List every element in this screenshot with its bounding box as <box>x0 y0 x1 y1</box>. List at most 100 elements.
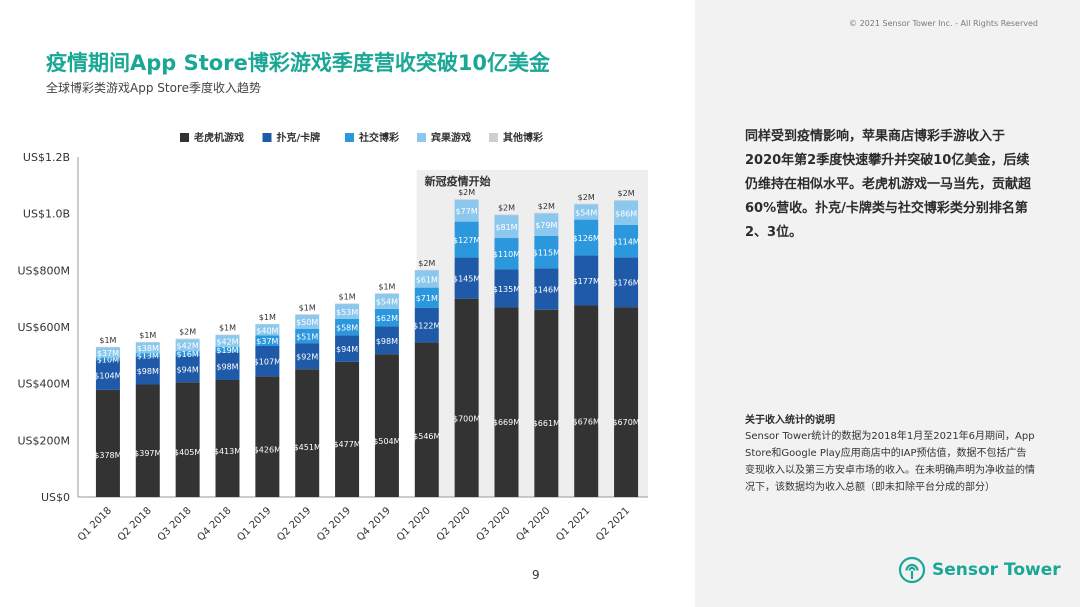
bar-segment <box>494 215 519 239</box>
bar-segment <box>135 342 160 343</box>
data-label: $104M <box>94 372 121 381</box>
data-label: $2M <box>458 188 475 197</box>
data-label: $115M <box>533 249 560 258</box>
bar-segment <box>335 335 360 362</box>
bar-segment <box>135 356 160 385</box>
y-tick-label: US$800M <box>17 264 70 277</box>
x-tick-label: Q4 2020 <box>514 505 552 543</box>
x-tick-label: Q3 2019 <box>315 505 353 543</box>
data-label: $71M <box>416 294 438 303</box>
data-label: $2M <box>418 259 435 268</box>
bar-segment <box>614 225 639 258</box>
data-label: $50M <box>296 318 318 327</box>
bar-segment <box>295 328 320 344</box>
legend-label: 其他博彩 <box>503 131 543 144</box>
bar-segment <box>255 324 280 336</box>
bar-segment <box>374 293 399 294</box>
legend-swatch <box>180 133 189 142</box>
bar-segment <box>175 339 200 352</box>
data-label: $61M <box>416 275 438 284</box>
x-tick-label: Q4 2019 <box>355 505 393 543</box>
bar-segment <box>574 305 599 497</box>
bar-segment <box>494 238 519 270</box>
right-panel <box>695 0 1080 607</box>
bar-segment <box>374 308 399 327</box>
bar-segment <box>255 323 280 325</box>
data-label: $98M <box>137 367 159 376</box>
y-tick-label: US$600M <box>17 321 70 334</box>
data-label: $62M <box>376 314 398 323</box>
data-label: $2M <box>618 189 635 198</box>
data-label: $10M <box>97 356 119 365</box>
x-tick-label: Q3 2018 <box>156 505 194 543</box>
bar-segment <box>494 307 519 497</box>
y-tick-label: US$400M <box>17 378 70 391</box>
legend-label: 宾果游戏 <box>431 131 471 144</box>
bar-segment <box>215 334 240 347</box>
y-tick-label: US$0 <box>41 491 70 504</box>
legend-swatch <box>417 133 426 142</box>
data-label: $77M <box>456 207 478 216</box>
bar-segment <box>574 219 599 256</box>
bar-segment <box>95 389 120 497</box>
bar-segment <box>374 354 399 497</box>
bar-segment <box>614 200 639 201</box>
bar-segment <box>295 369 320 497</box>
bar-segment <box>454 298 479 497</box>
x-tick-label: Q3 2020 <box>475 505 513 543</box>
insight-text: 同样受到疫情影响，苹果商店博彩手游收入于2020年第2季度快速攀升并突破10亿美… <box>745 129 1032 240</box>
data-label: $661M <box>533 419 560 428</box>
legend-swatch <box>489 133 498 142</box>
bar-segment <box>494 214 519 216</box>
data-label: $1M <box>219 324 236 333</box>
bar-segment <box>574 255 599 306</box>
data-label: $670M <box>612 418 639 427</box>
bar-segment <box>135 342 160 354</box>
bar-segment <box>95 347 120 358</box>
bar-segment <box>494 269 519 308</box>
data-label: $58M <box>336 324 358 333</box>
data-label: $669M <box>493 418 520 427</box>
data-label: $16M <box>177 350 199 359</box>
data-label: $42M <box>216 337 238 346</box>
revenue-stacked-bar-chart: 新冠疫情开始 US$0 US$200M US$400M US$600M US$800M US… <box>17 131 648 543</box>
bar-segment <box>215 346 240 353</box>
bar-segment <box>215 352 240 380</box>
data-label: $676M <box>573 417 600 426</box>
data-label: $40M <box>256 326 278 335</box>
bar-segment <box>414 287 439 308</box>
data-label: $92M <box>296 353 318 362</box>
sensor-tower-logo: Sensor Tower <box>898 555 1061 585</box>
x-tick-label: Q1 2019 <box>235 505 273 543</box>
bar-segment <box>534 213 559 236</box>
bar-segment <box>454 199 479 222</box>
data-label: $135M <box>493 285 520 294</box>
data-label: $13M <box>137 351 159 360</box>
x-tick-label: Q1 2018 <box>76 505 114 543</box>
note-title: 关于收入统计的说明 <box>745 415 835 426</box>
x-tick-label: Q2 2019 <box>275 505 313 543</box>
legend-swatch <box>262 133 272 142</box>
bar-segment <box>255 335 280 346</box>
data-label: $451M <box>294 443 321 452</box>
data-label: $546M <box>413 432 440 441</box>
legend-label: 老虎机游戏 <box>193 131 244 144</box>
data-label: $1M <box>139 331 156 340</box>
legend-label: 社交博彩 <box>358 131 399 144</box>
bar-segment <box>255 376 280 497</box>
bar-segment <box>295 343 320 370</box>
x-tick-label: Q2 2021 <box>594 505 632 543</box>
bar-segment <box>335 318 360 336</box>
x-tick-label: Q2 2018 <box>116 505 154 543</box>
bar-segment <box>335 303 360 305</box>
bar-segment <box>574 204 599 220</box>
data-label: $122M <box>413 322 440 331</box>
bar-segment <box>335 303 360 319</box>
bar-segment <box>534 309 559 497</box>
y-tick-label: US$1.2B <box>23 151 70 164</box>
bar-segment <box>414 270 439 288</box>
data-label: $42M <box>177 342 199 351</box>
data-label: $1M <box>339 292 356 301</box>
data-label: $426M <box>254 446 281 455</box>
bar-segment <box>295 314 320 329</box>
